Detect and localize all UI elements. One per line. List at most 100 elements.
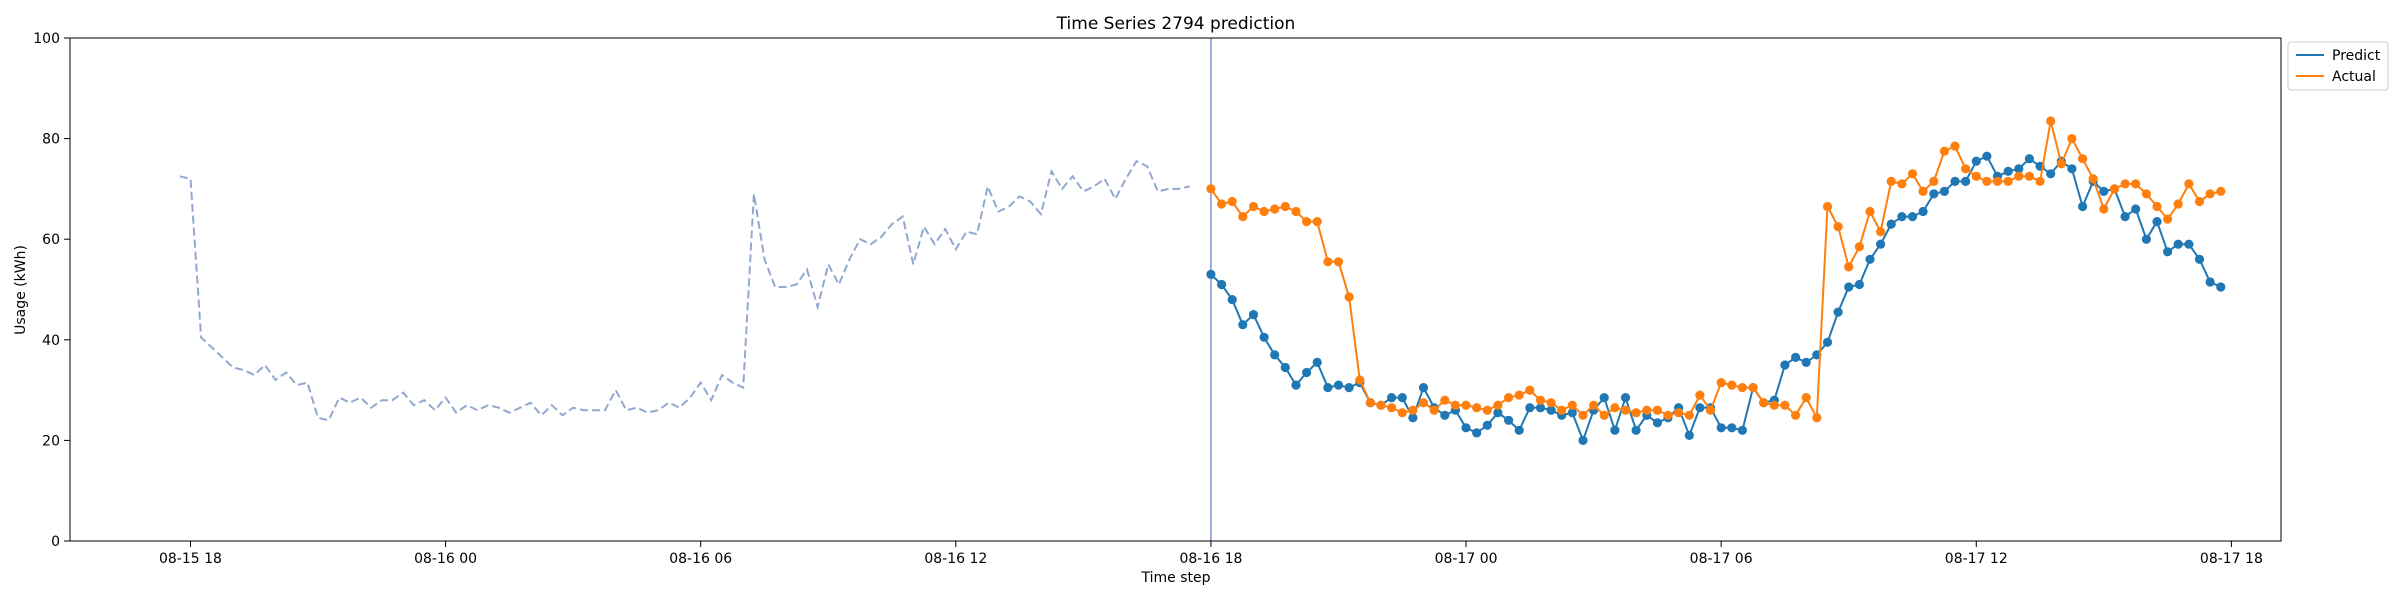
point-predict [1716, 423, 1726, 433]
point-predict [1737, 425, 1747, 435]
point-actual [1642, 405, 1652, 415]
y-tick-label: 60 [42, 232, 60, 248]
point-predict [1206, 269, 1216, 279]
point-predict [1865, 254, 1875, 264]
point-predict [2184, 239, 2194, 249]
point-predict [1727, 423, 1737, 433]
point-actual [2141, 189, 2151, 199]
point-actual [2067, 134, 2077, 144]
point-actual [1620, 405, 1631, 415]
point-actual [1376, 400, 1386, 410]
point-actual [1684, 410, 1694, 420]
point-predict [1620, 393, 1631, 403]
point-predict [1578, 435, 1588, 445]
point-actual [2109, 184, 2120, 194]
point-actual [1280, 201, 1290, 212]
point-predict [1567, 408, 1577, 418]
point-actual [1833, 222, 1843, 232]
point-actual [1961, 164, 1971, 174]
point-actual [1387, 403, 1397, 413]
point-predict [2014, 164, 2024, 174]
point-actual [1929, 176, 1939, 186]
point-actual [2184, 179, 2194, 189]
point-actual [2003, 176, 2013, 186]
point-predict [2046, 169, 2056, 179]
legend: Predict Actual [2287, 41, 2389, 91]
point-actual [1418, 398, 1429, 408]
point-actual [2120, 179, 2130, 189]
point-actual [1652, 405, 1662, 415]
point-predict [1822, 337, 1833, 347]
point-actual [2056, 159, 2066, 169]
point-actual [2205, 189, 2215, 199]
point-actual [1291, 206, 1301, 217]
point-actual [2078, 154, 2088, 164]
point-actual [1939, 146, 1949, 156]
point-predict [1387, 393, 1397, 403]
point-actual [1663, 410, 1673, 420]
point-predict [1472, 428, 1482, 438]
point-predict [1684, 430, 1694, 440]
point-predict [1535, 403, 1546, 413]
point-predict [1333, 380, 1344, 390]
point-actual [1440, 395, 1450, 405]
y-tick-label: 80 [42, 132, 60, 148]
point-predict [2003, 166, 2013, 176]
point-predict [2099, 186, 2109, 196]
point-actual [1791, 410, 1801, 420]
point-actual [1397, 408, 1407, 418]
point-actual [2024, 171, 2034, 181]
point-predict [1259, 332, 1269, 342]
point-actual [1429, 405, 1439, 415]
point-actual [1482, 405, 1492, 415]
point-actual [1950, 141, 1960, 151]
x-axis-label: Time step [1141, 570, 1211, 586]
point-actual [1780, 400, 1790, 410]
point-predict [1291, 380, 1301, 390]
point-predict [1504, 415, 1514, 425]
point-actual [2099, 204, 2109, 214]
point-predict [1610, 425, 1620, 435]
point-actual [1801, 393, 1811, 403]
point-actual [1737, 383, 1747, 393]
point-actual [1312, 217, 1322, 227]
point-actual [1514, 390, 1524, 400]
point-actual [1206, 184, 1216, 194]
point-predict [1461, 423, 1471, 433]
x-axis: 08-15 18 08-16 00 08-16 06 08-16 12 08-16 18… [159, 541, 2263, 567]
x-tick-label: 08-17 18 [2200, 551, 2263, 567]
point-predict [2141, 234, 2151, 244]
plot-area [179, 38, 2226, 541]
point-actual [1248, 201, 1259, 212]
y-tick-label: 100 [33, 31, 60, 47]
point-actual [1302, 217, 1312, 227]
point-actual [1344, 292, 1354, 302]
point-predict [1939, 186, 1949, 196]
point-actual [1769, 400, 1779, 410]
point-actual [2152, 201, 2162, 212]
point-actual [1812, 413, 1822, 423]
point-actual [1408, 405, 1418, 415]
legend-label-actual: Actual [2332, 69, 2376, 85]
point-predict [1886, 219, 1896, 229]
point-predict [1695, 403, 1705, 413]
point-predict [2120, 212, 2130, 222]
point-actual [1578, 410, 1588, 420]
point-predict [1780, 360, 1790, 370]
point-actual [2046, 116, 2056, 126]
point-predict [1876, 239, 1886, 249]
y-axis-label: Usage (kWh) [13, 245, 29, 335]
point-actual [1270, 204, 1280, 214]
y-tick-label: 0 [51, 534, 60, 550]
point-actual [1525, 385, 1535, 395]
point-actual [1918, 186, 1928, 196]
point-predict [1440, 410, 1450, 420]
point-actual [2131, 179, 2141, 189]
point-actual [1865, 206, 1875, 217]
point-predict [1238, 320, 1248, 330]
point-actual [1971, 171, 1981, 181]
point-actual [1227, 196, 1237, 207]
point-predict [1217, 279, 1227, 290]
point-actual [2088, 174, 2098, 184]
